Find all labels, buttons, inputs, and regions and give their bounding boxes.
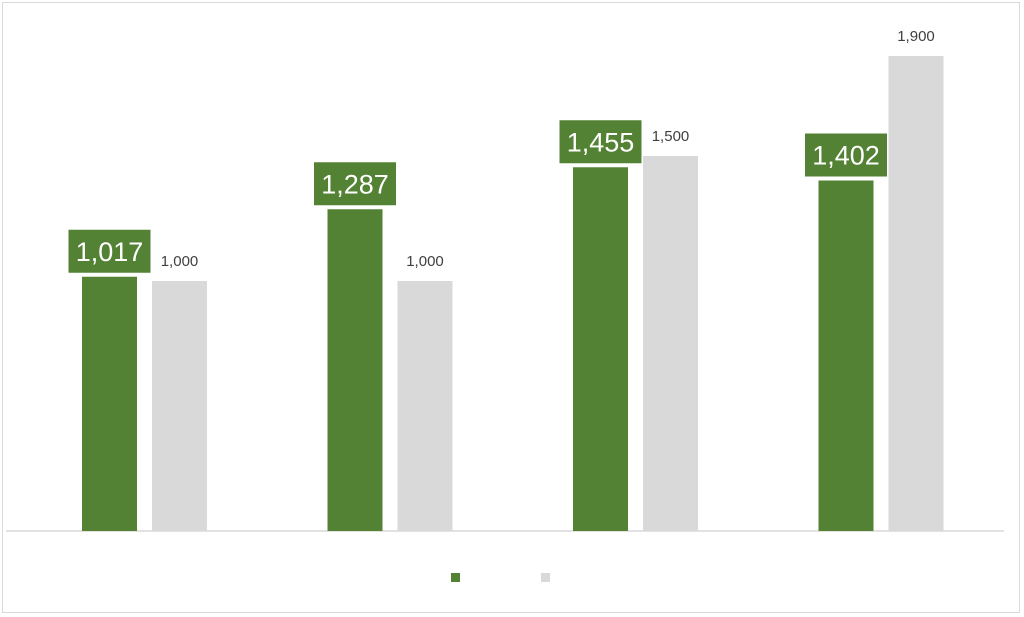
target-bar-2 [397,281,453,531]
bars-layer [82,56,944,531]
actual-label-box-2 [314,162,396,206]
actual-bar-2 [327,209,383,531]
actual-bar-1 [82,276,137,531]
target-bar-3 [643,156,698,531]
target-value-label-2: 1,000 [406,253,444,270]
actual-value-label-2: 1,287 [321,169,389,199]
actual-value-label-4: 1,402 [812,141,880,171]
actual-label-box-1 [68,229,151,273]
target-value-label-1: 1,000 [161,253,199,270]
actual-label-box-3 [559,120,642,164]
target-value-label-3: 1,500 [652,128,690,145]
target-bar-4 [888,56,944,531]
legend-swatch-1 [451,573,460,582]
legend [451,573,550,582]
actual-bar-4 [818,180,874,531]
actual-value-label-3: 1,455 [567,127,635,157]
actual-bar-3 [573,167,628,531]
target-bar-1 [152,281,207,531]
target-value-label-4: 1,900 [897,28,935,45]
legend-swatch-2 [541,573,550,582]
actual-value-label-1: 1,017 [76,237,144,267]
data-labels-layer: 1,017 1,287 1,455 1,402 1,000 1,000 1,500 1,900 [68,28,935,273]
actual-label-box-4 [805,133,887,177]
